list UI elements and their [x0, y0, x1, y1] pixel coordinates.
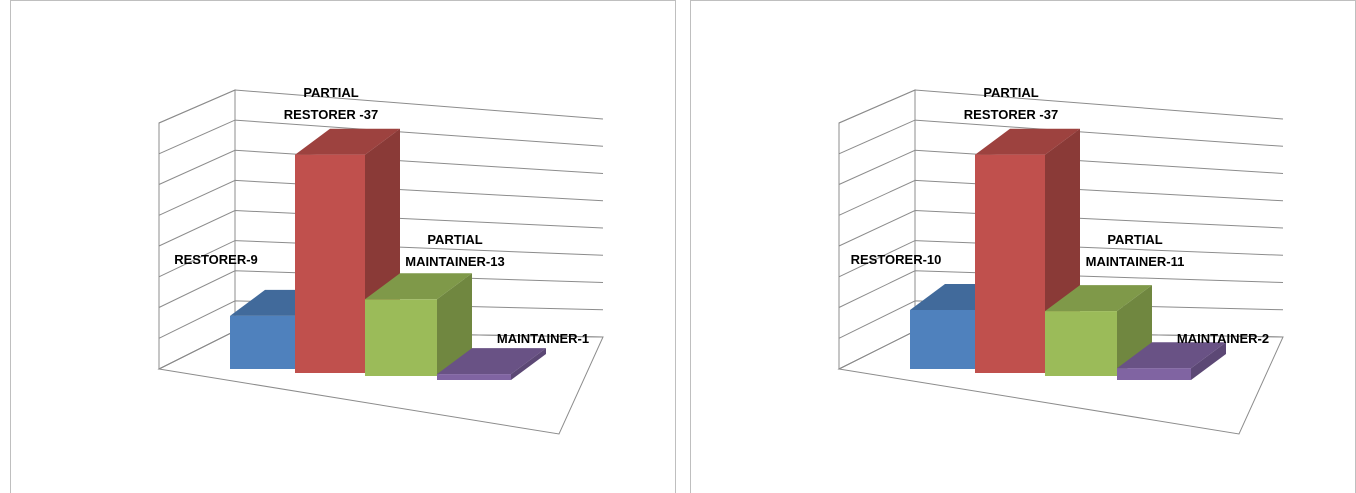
gridline: [838, 149, 1284, 185]
bar-top: [1117, 342, 1226, 369]
data-label-line: PARTIAL: [303, 85, 358, 100]
gridline: [838, 179, 1284, 216]
gridline: [838, 240, 1284, 278]
bar-front: [365, 299, 437, 376]
bar-top: [365, 273, 472, 300]
pollen-fertility-chart-panel: RESTORER-9 PARTIAL RESTORER -37 PARTIAL MAIN…: [10, 0, 676, 493]
bar-front: [1117, 368, 1191, 380]
chart-side-wall: [158, 89, 236, 370]
bar-side: [437, 273, 472, 376]
bar-front: [437, 374, 511, 380]
gridline: [158, 240, 604, 278]
bar-top: [1045, 285, 1152, 312]
bar-front: [295, 154, 365, 373]
data-label-restorer: RESTORER-9: [174, 252, 258, 267]
data-label-line: RESTORER -37: [284, 107, 378, 122]
gridline: [838, 300, 1284, 339]
data-label-line: RESTORER -37: [964, 107, 1058, 122]
bar-maintainer: [437, 348, 546, 380]
gridline: [158, 119, 604, 155]
data-label-partial-restorer: PARTIAL RESTORER -37: [284, 85, 378, 122]
data-label-line: PARTIAL: [983, 85, 1038, 100]
bar-top: [437, 348, 546, 375]
gridline: [838, 89, 1284, 124]
data-label-line: PARTIAL: [427, 232, 482, 247]
chart-side-wall: [838, 89, 916, 370]
pollen-fertility-chart: RESTORER-9 PARTIAL RESTORER -37 PARTIAL MAIN…: [157, 85, 604, 435]
bar-side: [511, 348, 546, 380]
data-label-line: MAINTAINER-13: [405, 254, 504, 269]
spikelet-fertility-chart-panel: RESTORER-10 PARTIAL RESTORER -37 PARTIAL MAI…: [690, 0, 1356, 493]
data-label-line: MAINTAINER-11: [1086, 254, 1185, 269]
data-label-maintainer: MAINTAINER-2: [1177, 331, 1269, 346]
data-label-partial-maintainer: PARTIAL MAINTAINER-13: [405, 232, 504, 269]
gridline: [158, 89, 604, 124]
gridline: [158, 270, 604, 308]
bar-maintainer: [1117, 342, 1226, 380]
gridline: [838, 209, 1284, 247]
gridline: [838, 270, 1284, 308]
data-label-partial-maintainer: PARTIAL MAINTAINER-11: [1086, 232, 1185, 269]
bar-top: [295, 128, 400, 155]
bar-front: [910, 310, 975, 369]
gridline: [838, 119, 1284, 155]
bar-front: [230, 315, 295, 369]
data-label-restorer: RESTORER-10: [851, 252, 942, 267]
gridline: [158, 209, 604, 247]
data-label-line: PARTIAL: [1107, 232, 1162, 247]
gridline: [158, 149, 604, 185]
gridline: [158, 300, 604, 339]
data-label-line: MAINTAINER-2: [1177, 331, 1269, 346]
data-label-line: RESTORER-10: [851, 252, 942, 267]
bar-side: [1191, 342, 1226, 380]
bar-front: [975, 154, 1045, 373]
bar-partial-maintainer: [365, 273, 472, 376]
bar-top: [975, 128, 1080, 155]
bar-front: [1045, 311, 1117, 376]
gridline: [158, 179, 604, 216]
data-label-line: MAINTAINER-1: [497, 331, 589, 346]
spikelet-fertility-chart: RESTORER-10 PARTIAL RESTORER -37 PARTIAL MAI…: [837, 85, 1284, 435]
data-label-line: RESTORER-9: [174, 252, 258, 267]
data-label-maintainer: MAINTAINER-1: [497, 331, 589, 346]
data-label-partial-restorer: PARTIAL RESTORER -37: [964, 85, 1058, 122]
